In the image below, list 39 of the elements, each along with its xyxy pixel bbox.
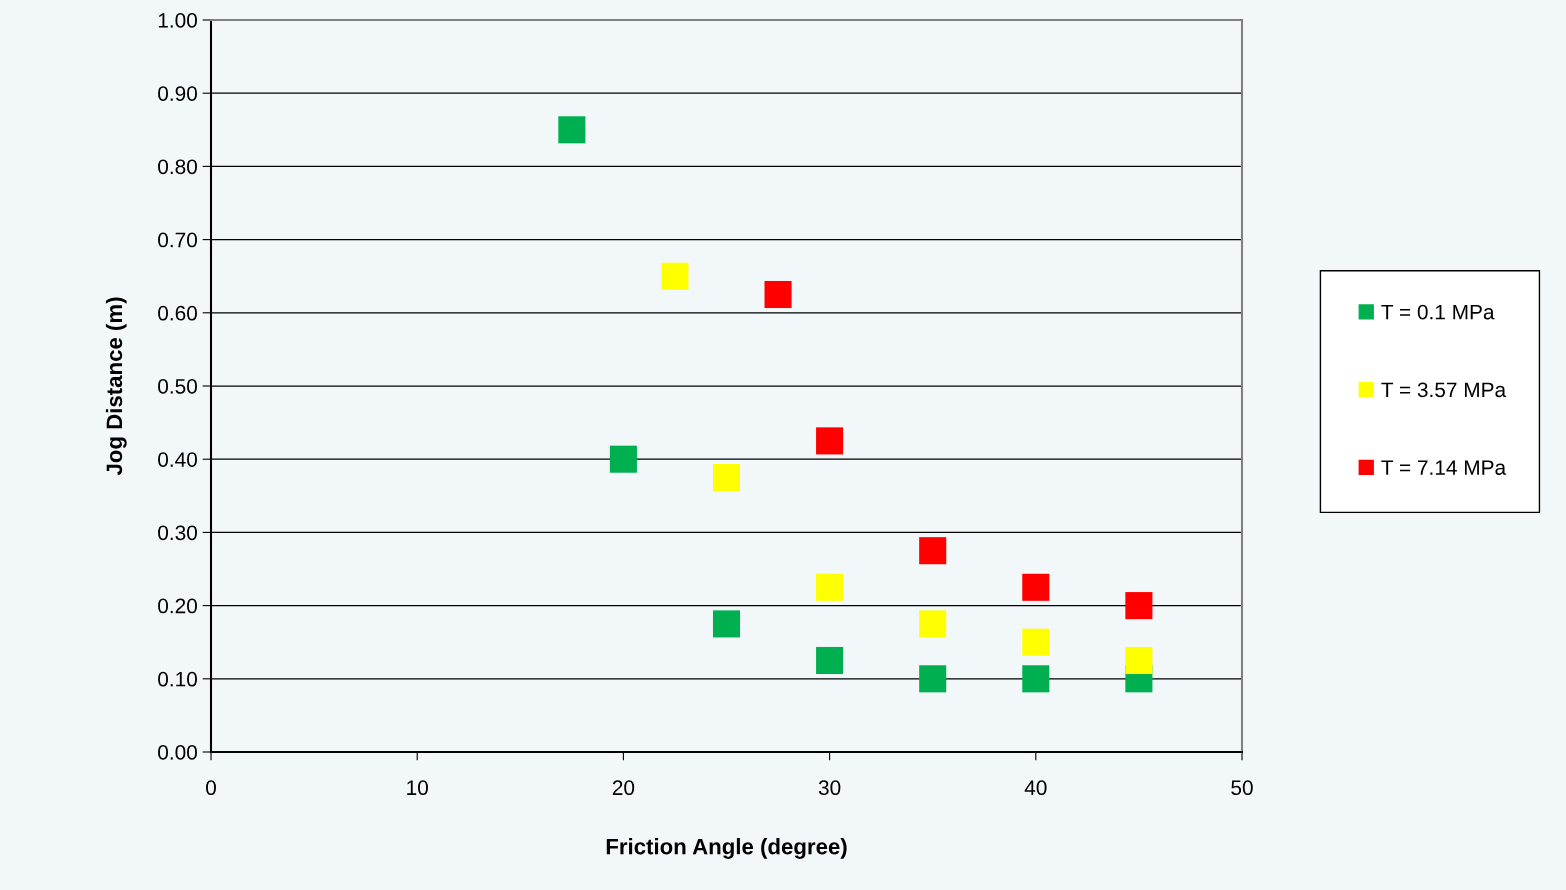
y-tick-label: 0.30 [158, 525, 197, 541]
y-tick-label: 0.90 [158, 86, 197, 101]
point [1125, 646, 1153, 675]
y-tick-label: 0.40 [158, 452, 197, 467]
y-tick-label: 0.10 [158, 671, 197, 687]
x-axis-title: Friction Angle (degree) [606, 838, 847, 859]
x-tick-label: 0 [206, 780, 216, 796]
point [712, 610, 741, 638]
y-tick-label: 0.80 [158, 159, 197, 175]
point [816, 646, 844, 675]
point [919, 610, 947, 638]
point [1022, 665, 1050, 693]
y-tick-label: 0.50 [158, 379, 197, 394]
x-tick-label: 20 [612, 780, 635, 796]
legend-label: T = 3.57 MPa [1381, 382, 1507, 398]
point [1022, 573, 1050, 601]
point [919, 537, 947, 565]
y-tick-label: 1.00 [158, 13, 197, 28]
point [661, 262, 689, 290]
point [1022, 628, 1050, 656]
x-tick-label: 10 [407, 780, 428, 796]
y-tick-label: 0.20 [158, 598, 197, 614]
point [816, 573, 844, 601]
x-tick-label: 40 [1024, 780, 1047, 796]
x-tick-label: 50 [1231, 780, 1253, 796]
y-axis-title: Jog Distance (m) [105, 297, 127, 476]
point [764, 280, 792, 309]
point [1125, 592, 1153, 620]
x-tick-label: 30 [818, 780, 841, 796]
y-tick-label: 0.60 [158, 305, 197, 321]
y-tick-label: 0.00 [158, 745, 197, 760]
point [609, 445, 637, 473]
legend-label: T = 7.14 MPa [1381, 460, 1507, 475]
point [558, 116, 586, 144]
point [712, 463, 741, 492]
y-tick-label: 0.70 [158, 232, 197, 248]
point [919, 665, 947, 693]
legend-label: T = 0.1 MPa [1381, 304, 1495, 320]
point [816, 427, 844, 455]
